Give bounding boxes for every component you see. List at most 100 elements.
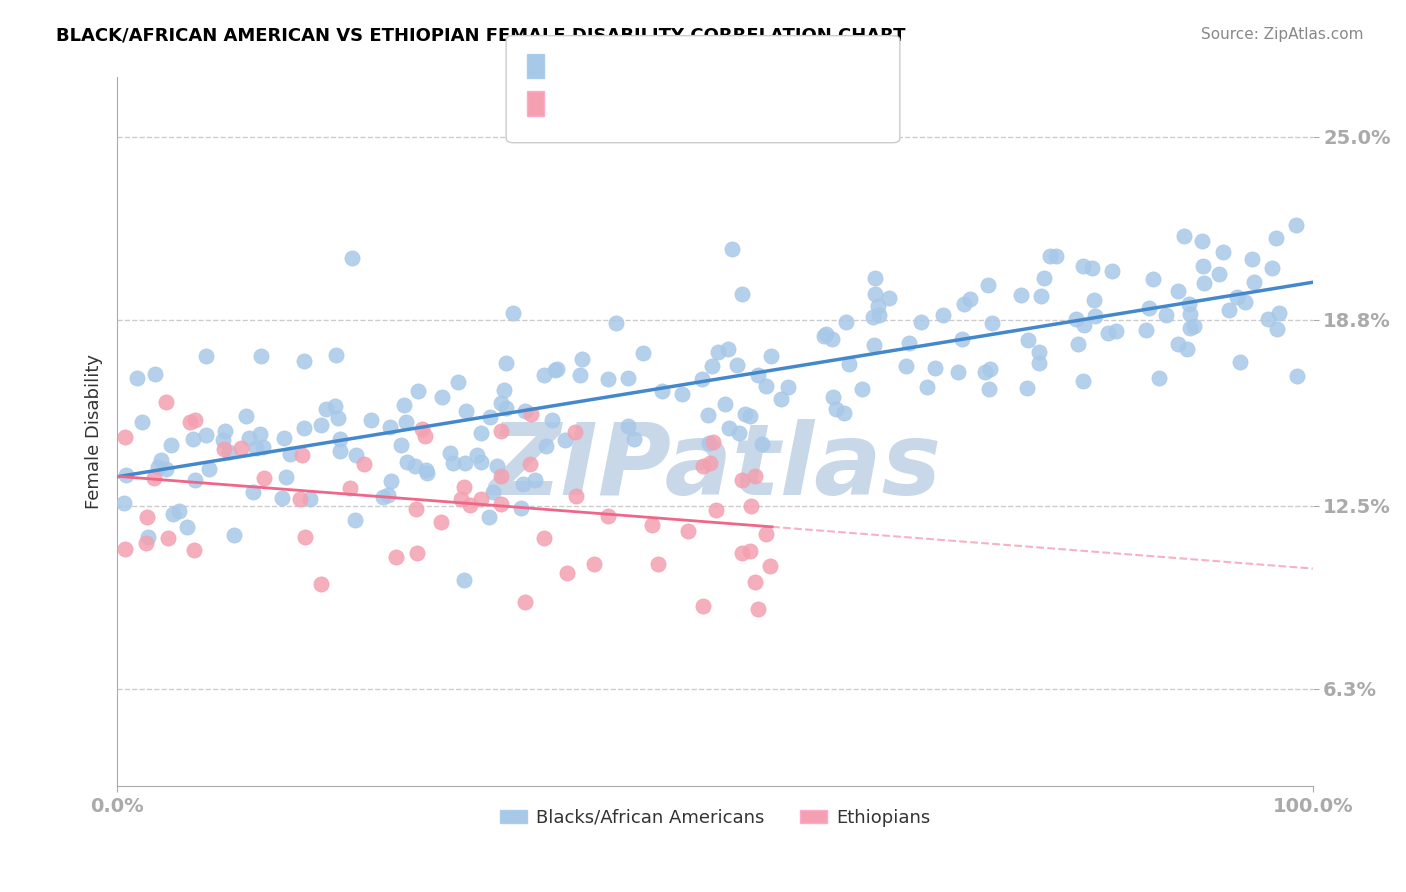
Point [1175,343,1198,357]
Point [114,467,136,482]
Point [242,484,264,499]
Point [523,473,546,487]
Point [1173,228,1195,243]
Point [491,469,513,483]
Point [596,372,619,386]
Point [950,332,973,346]
Point [478,510,501,524]
Point [131,415,153,429]
Point [323,400,346,414]
Point [245,442,267,456]
Point [728,426,751,441]
Point [465,448,488,462]
Point [176,520,198,534]
Point [450,492,472,507]
Point [718,421,741,435]
Legend: Blacks/African Americans, Ethiopians: Blacks/African Americans, Ethiopians [492,802,938,834]
Point [1017,334,1039,348]
Point [1191,234,1213,248]
Point [692,599,714,614]
Point [486,458,509,473]
Point [167,504,190,518]
Point [395,455,418,469]
Point [143,367,166,381]
Point [1208,268,1230,282]
Point [544,362,567,376]
Text: R =  0.783   N = 200: R = 0.783 N = 200 [548,54,783,72]
Point [1105,324,1128,338]
Point [1029,289,1052,303]
Point [702,434,724,449]
Text: BLACK/AFRICAN AMERICAN VS ETHIOPIAN FEMALE DISABILITY CORRELATION CHART: BLACK/AFRICAN AMERICAN VS ETHIOPIAN FEMA… [56,27,905,45]
Point [821,332,844,346]
Point [395,415,418,429]
Point [568,368,591,382]
Point [759,349,782,363]
Point [329,432,352,446]
Point [565,489,588,503]
Point [1084,310,1107,324]
Point [583,557,606,571]
Point [863,271,886,285]
Point [430,390,453,404]
Point [692,459,714,474]
Point [441,456,464,470]
Point [489,395,512,409]
Point [415,429,437,443]
Point [868,299,890,313]
Point [924,360,946,375]
Point [406,384,429,399]
Point [294,530,316,544]
Point [458,498,481,512]
Point [617,418,640,433]
Point [740,499,762,513]
Point [699,456,721,470]
Point [411,422,433,436]
Point [731,286,754,301]
Point [229,441,252,455]
Point [759,559,782,574]
Point [731,546,754,560]
Point [974,365,997,379]
Point [1194,276,1216,290]
Point [309,577,332,591]
Point [184,473,207,487]
Point [1286,368,1309,383]
Point [1226,290,1249,304]
Point [249,426,271,441]
Point [1073,375,1095,389]
Point [1135,323,1157,337]
Point [512,477,534,491]
Point [343,513,366,527]
Point [360,413,382,427]
Point [623,432,645,446]
Point [378,420,401,434]
Point [519,457,541,471]
Point [218,444,240,458]
Point [1083,293,1105,307]
Point [778,379,800,393]
Point [273,431,295,445]
Point [747,368,769,382]
Point [617,370,640,384]
Point [377,488,399,502]
Point [155,395,177,409]
Point [405,546,427,560]
Point [371,490,394,504]
Point [135,536,157,550]
Point [112,496,135,510]
Point [704,502,727,516]
Point [1218,302,1240,317]
Point [1067,336,1090,351]
Point [214,424,236,438]
Point [755,378,778,392]
Point [863,286,886,301]
Point [288,492,311,507]
Point [270,491,292,505]
Point [769,392,792,406]
Point [502,306,524,320]
Point [1257,312,1279,326]
Point [470,491,492,506]
Point [415,466,437,480]
Point [554,433,576,447]
